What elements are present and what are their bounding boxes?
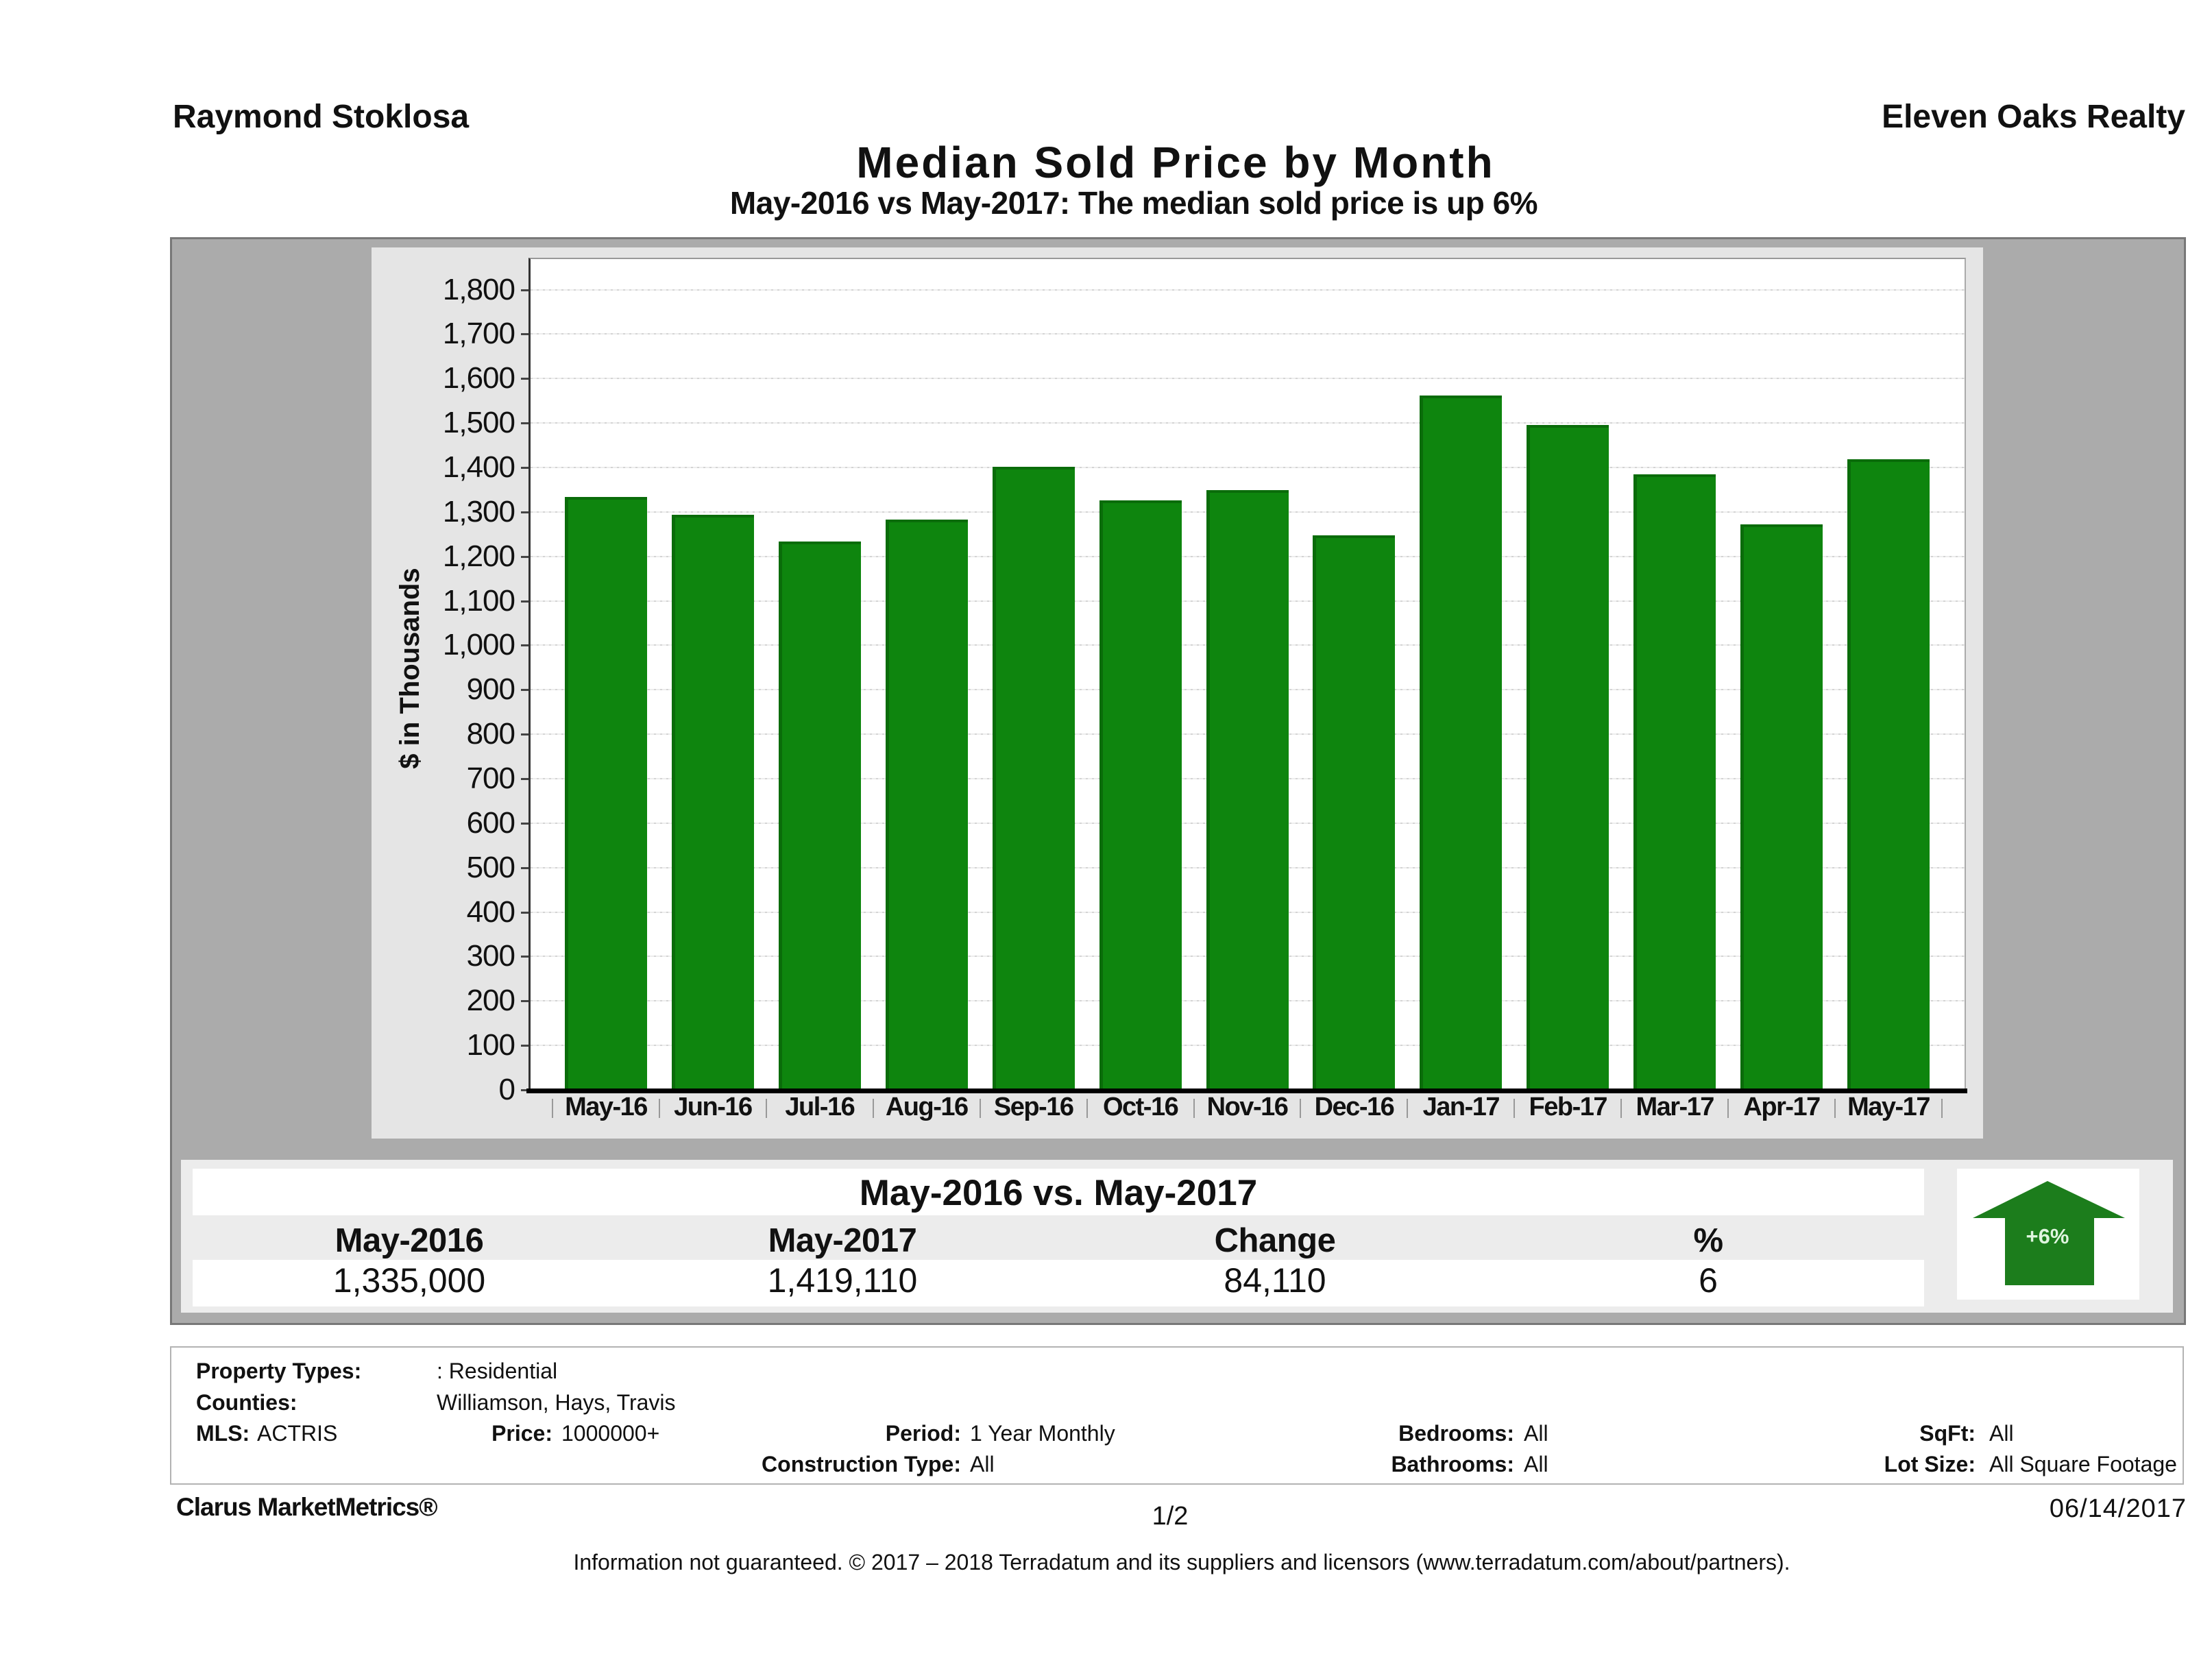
svg-text:+6%: +6%	[2026, 1224, 2069, 1248]
